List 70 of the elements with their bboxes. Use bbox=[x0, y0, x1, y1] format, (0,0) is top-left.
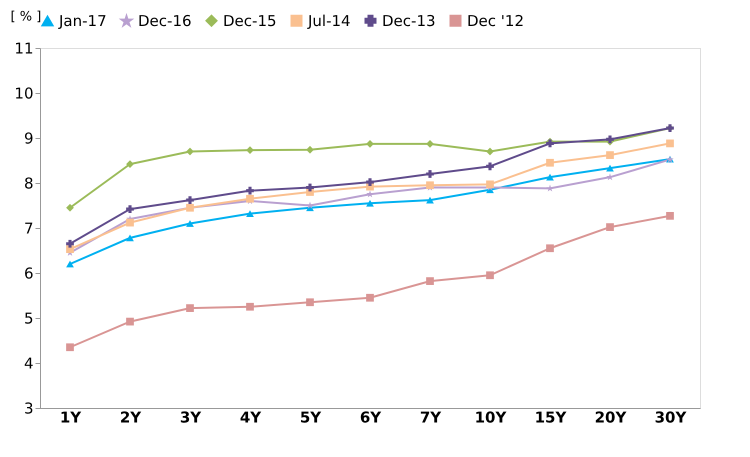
point bbox=[606, 223, 614, 231]
point bbox=[606, 164, 614, 172]
y-tick-label: 9 bbox=[24, 130, 34, 148]
point bbox=[246, 302, 254, 311]
y-tick-label: 6 bbox=[24, 264, 34, 282]
point bbox=[426, 170, 434, 178]
x-tick-label: 15Y bbox=[534, 408, 568, 426]
point bbox=[66, 260, 74, 268]
point bbox=[426, 140, 434, 148]
y-tick-label: 3 bbox=[24, 400, 34, 418]
y-tick-label: 10 bbox=[14, 84, 34, 102]
point bbox=[66, 343, 74, 352]
y-tick-label: 4 bbox=[24, 354, 34, 372]
y-tick-label: 7 bbox=[24, 220, 34, 238]
point bbox=[426, 181, 434, 190]
legend-label: Dec-16 bbox=[138, 12, 192, 30]
point bbox=[666, 140, 674, 148]
point bbox=[666, 212, 674, 220]
legend-label: Jul-14 bbox=[307, 12, 351, 30]
y-tick-label: 11 bbox=[14, 40, 34, 58]
point bbox=[246, 186, 254, 195]
point bbox=[186, 196, 194, 204]
point bbox=[126, 234, 134, 242]
x-tick-label: 30Y bbox=[654, 408, 688, 426]
x-tick-label: 3Y bbox=[180, 408, 202, 426]
point bbox=[486, 162, 494, 170]
point bbox=[546, 244, 554, 252]
legend-label: Jan-17 bbox=[58, 12, 107, 30]
point bbox=[366, 140, 374, 148]
y-tick-label: 8 bbox=[24, 174, 34, 192]
x-tick-label: 20Y bbox=[594, 408, 628, 426]
y-axis-title: [ % ] bbox=[10, 10, 42, 24]
x-tick-label: 7Y bbox=[420, 408, 442, 426]
point bbox=[306, 146, 314, 154]
point bbox=[126, 205, 134, 213]
legend-label: Dec '12 bbox=[467, 12, 524, 30]
point bbox=[366, 294, 374, 302]
x-tick-label: 1Y bbox=[60, 408, 82, 426]
point bbox=[66, 240, 74, 248]
point bbox=[306, 298, 314, 306]
x-tick-label: 2Y bbox=[120, 408, 142, 426]
point bbox=[306, 184, 314, 192]
point bbox=[546, 174, 554, 181]
point bbox=[126, 160, 134, 168]
point bbox=[426, 196, 434, 204]
x-tick-label: 5Y bbox=[300, 408, 322, 426]
point bbox=[246, 194, 254, 203]
point bbox=[366, 178, 374, 186]
point bbox=[186, 148, 194, 156]
point bbox=[246, 146, 254, 154]
legend-label: Dec-15 bbox=[223, 12, 277, 30]
point bbox=[366, 200, 374, 207]
point bbox=[486, 148, 494, 156]
point bbox=[186, 304, 194, 312]
legend-label: Dec-13 bbox=[382, 12, 436, 30]
point bbox=[126, 318, 134, 326]
point bbox=[486, 271, 494, 280]
point bbox=[426, 277, 434, 285]
point bbox=[246, 210, 254, 217]
point bbox=[486, 180, 494, 188]
point bbox=[186, 220, 194, 227]
y-tick-label: 5 bbox=[24, 310, 34, 328]
point bbox=[546, 158, 554, 167]
point bbox=[66, 204, 74, 212]
x-tick-label: 6Y bbox=[360, 408, 382, 426]
point bbox=[606, 151, 614, 159]
point bbox=[126, 218, 134, 226]
point bbox=[606, 135, 614, 144]
x-tick-label: 4Y bbox=[240, 408, 262, 426]
x-tick-label: 10Y bbox=[474, 408, 508, 426]
